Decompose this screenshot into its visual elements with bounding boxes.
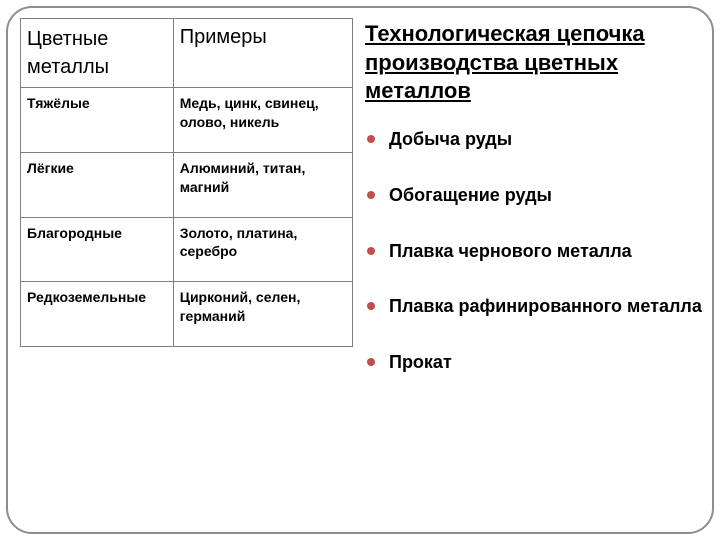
cell-category: Тяжёлые (21, 88, 174, 153)
metals-table: Цветные металлы Примеры Тяжёлые Медь, ци… (20, 18, 353, 347)
list-item-label: Обогащение руды (389, 185, 552, 205)
table-row: Благородные Золото, платина, серебро (21, 217, 353, 282)
table-panel: Цветные металлы Примеры Тяжёлые Медь, ци… (20, 18, 353, 522)
chain-panel: Технологическая цепочка производства цве… (361, 18, 702, 522)
table-row: Лёгкие Алюминий, титан, магний (21, 152, 353, 217)
list-item: Добыча руды (365, 126, 702, 154)
list-item: Плавка рафинированного металла (365, 293, 702, 321)
table-header-col2: Примеры (173, 19, 352, 88)
table-header-row: Цветные металлы Примеры (21, 19, 353, 88)
cell-category: Благородные (21, 217, 174, 282)
bullet-icon (367, 191, 375, 199)
cell-examples: Золото, платина, серебро (173, 217, 352, 282)
table-row: Тяжёлые Медь, цинк, свинец, олово, никел… (21, 88, 353, 153)
bullet-icon (367, 358, 375, 366)
bullet-icon (367, 247, 375, 255)
bullet-icon (367, 302, 375, 310)
list-item-label: Плавка рафинированного металла (389, 296, 702, 316)
list-item-label: Прокат (389, 352, 452, 372)
content-area: Цветные металлы Примеры Тяжёлые Медь, ци… (20, 18, 702, 522)
list-item: Плавка чернового металла (365, 238, 702, 266)
cell-category: Редкоземельные (21, 282, 174, 347)
table-header-col1: Цветные металлы (21, 19, 174, 88)
chain-title: Технологическая цепочка производства цве… (365, 20, 702, 106)
cell-examples: Цирконий, селен, германий (173, 282, 352, 347)
cell-category: Лёгкие (21, 152, 174, 217)
list-item: Прокат (365, 349, 702, 377)
bullet-icon (367, 135, 375, 143)
list-item: Обогащение руды (365, 182, 702, 210)
cell-examples: Медь, цинк, свинец, олово, никель (173, 88, 352, 153)
list-item-label: Добыча руды (389, 129, 512, 149)
table-row: Редкоземельные Цирконий, селен, германий (21, 282, 353, 347)
chain-list: Добыча руды Обогащение руды Плавка черно… (361, 126, 702, 377)
cell-examples: Алюминий, титан, магний (173, 152, 352, 217)
list-item-label: Плавка чернового металла (389, 241, 632, 261)
